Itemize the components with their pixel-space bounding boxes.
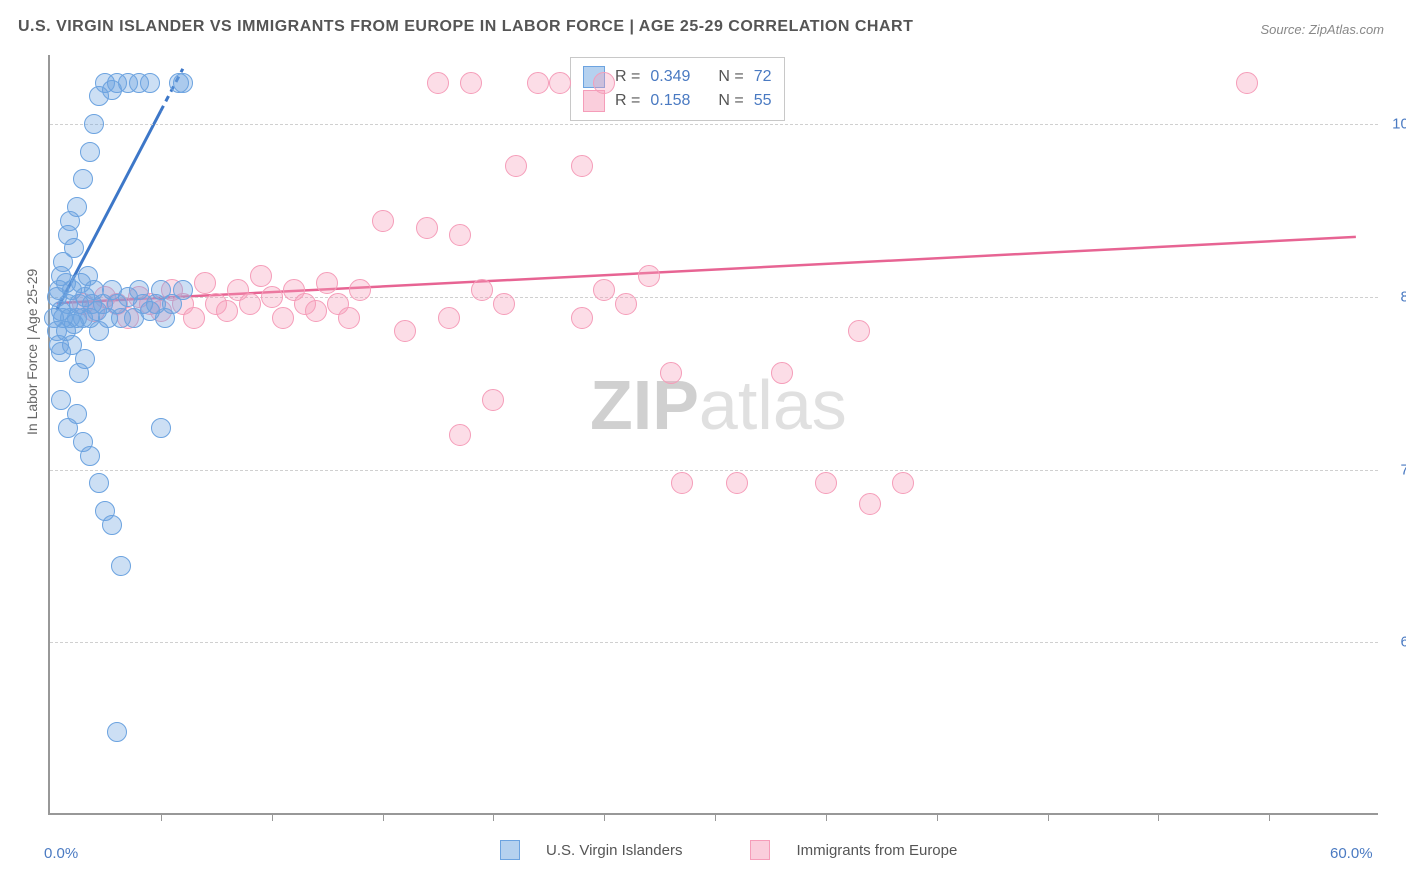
watermark: ZIPatlas	[590, 365, 847, 445]
data-point	[593, 72, 615, 94]
data-point	[449, 224, 471, 246]
data-point	[571, 155, 593, 177]
data-point	[111, 556, 131, 576]
data-point	[394, 320, 416, 342]
data-point	[67, 197, 87, 217]
data-point	[372, 210, 394, 232]
data-point	[67, 404, 87, 424]
data-point	[173, 73, 193, 93]
data-point	[316, 272, 338, 294]
data-point	[671, 472, 693, 494]
data-point	[593, 279, 615, 301]
n-label: N =	[718, 68, 743, 86]
data-point	[638, 265, 660, 287]
data-point	[305, 300, 327, 322]
data-point	[250, 265, 272, 287]
n-value-1: 72	[754, 68, 772, 86]
data-point	[183, 307, 205, 329]
plot-area: ZIPatlas R = 0.349 N = 72 R = 0.158 N = …	[48, 55, 1378, 815]
swatch-blue-icon	[500, 840, 520, 860]
data-point	[1236, 72, 1258, 94]
data-point	[449, 424, 471, 446]
r-value-1: 0.349	[650, 68, 690, 86]
x-tick	[383, 813, 384, 821]
legend-label-1: U.S. Virgin Islanders	[546, 842, 682, 859]
x-tick	[826, 813, 827, 821]
gridline	[50, 642, 1378, 643]
chart-title: U.S. VIRGIN ISLANDER VS IMMIGRANTS FROM …	[18, 18, 913, 36]
data-point	[660, 362, 682, 384]
data-point	[338, 307, 360, 329]
data-point	[80, 446, 100, 466]
gridline	[50, 470, 1378, 471]
stats-row-2: R = 0.158 N = 55	[583, 90, 772, 112]
data-point	[571, 307, 593, 329]
data-point	[173, 280, 193, 300]
r-label: R =	[615, 68, 640, 86]
data-point	[615, 293, 637, 315]
gridline	[50, 124, 1378, 125]
x-tick	[604, 813, 605, 821]
x-tick-end: 60.0%	[1330, 845, 1373, 862]
y-tick-label: 75.0%	[1383, 461, 1406, 478]
x-tick	[161, 813, 162, 821]
data-point	[140, 73, 160, 93]
data-point	[726, 472, 748, 494]
data-point	[848, 320, 870, 342]
data-point	[859, 493, 881, 515]
data-point	[493, 293, 515, 315]
data-point	[527, 72, 549, 94]
data-point	[471, 279, 493, 301]
data-point	[80, 142, 100, 162]
legend-label-2: Immigrants from Europe	[796, 842, 957, 859]
data-point	[89, 473, 109, 493]
data-point	[216, 300, 238, 322]
trend-lines	[50, 55, 1378, 813]
data-point	[239, 293, 261, 315]
data-point	[892, 472, 914, 494]
data-point	[549, 72, 571, 94]
data-point	[151, 418, 171, 438]
data-point	[64, 238, 84, 258]
data-point	[505, 155, 527, 177]
data-point	[416, 217, 438, 239]
data-point	[84, 114, 104, 134]
x-tick	[272, 813, 273, 821]
data-point	[438, 307, 460, 329]
x-tick	[1158, 813, 1159, 821]
data-point	[482, 389, 504, 411]
n-label: N =	[718, 92, 743, 110]
x-tick	[937, 813, 938, 821]
data-point	[427, 72, 449, 94]
x-tick-start: 0.0%	[44, 845, 78, 862]
data-point	[73, 169, 93, 189]
data-point	[261, 286, 283, 308]
x-tick	[493, 813, 494, 821]
y-axis-label: In Labor Force | Age 25-29	[24, 269, 40, 435]
watermark-zip: ZIP	[590, 366, 699, 444]
data-point	[272, 307, 294, 329]
data-point	[815, 472, 837, 494]
swatch-pink-icon	[750, 840, 770, 860]
n-value-2: 55	[754, 92, 772, 110]
r-label: R =	[615, 92, 640, 110]
x-tick	[1269, 813, 1270, 821]
data-point	[349, 279, 371, 301]
y-tick-label: 100.0%	[1383, 116, 1406, 133]
data-point	[75, 349, 95, 369]
series-legend: U.S. Virgin Islanders Immigrants from Eu…	[500, 840, 957, 860]
y-tick-label: 62.5%	[1383, 634, 1406, 651]
data-point	[102, 515, 122, 535]
data-point	[771, 362, 793, 384]
data-point	[194, 272, 216, 294]
source-credit: Source: ZipAtlas.com	[1260, 22, 1384, 37]
x-tick	[715, 813, 716, 821]
data-point	[460, 72, 482, 94]
data-point	[107, 722, 127, 742]
r-value-2: 0.158	[650, 92, 690, 110]
x-tick	[1048, 813, 1049, 821]
y-tick-label: 87.5%	[1383, 288, 1406, 305]
